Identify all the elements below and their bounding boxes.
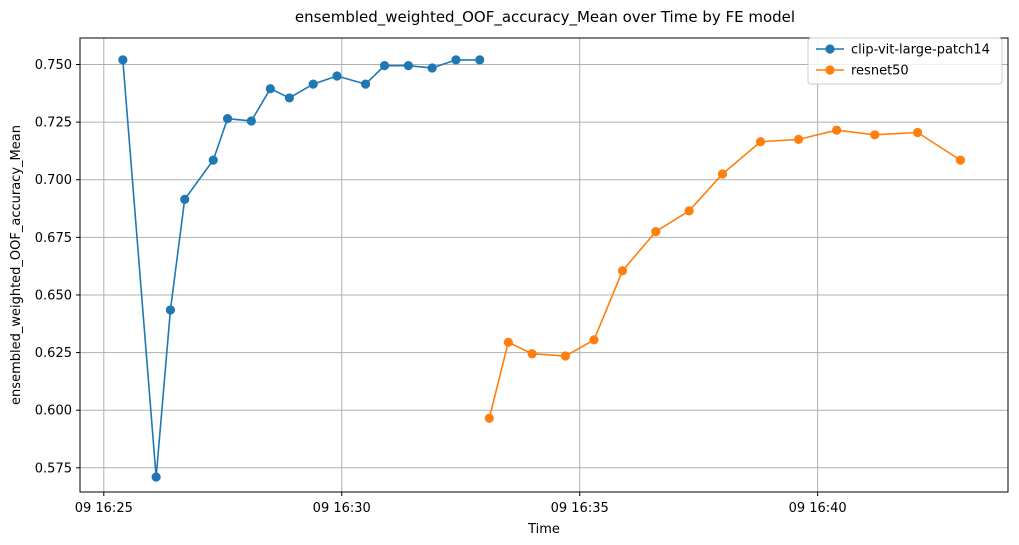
y-tick-label: 0.625: [35, 346, 72, 361]
data-point: [208, 155, 218, 165]
data-point: [955, 155, 966, 165]
data-point: [684, 206, 694, 216]
x-tick-label: 09 16:35: [551, 501, 609, 516]
legend-frame: [807, 37, 1003, 85]
data-point: [165, 305, 176, 315]
legend-marker: [825, 44, 835, 54]
x-axis-label: Time: [527, 522, 560, 537]
legend-label: resnet50: [851, 64, 909, 79]
data-point: [651, 226, 661, 237]
series-2: [484, 125, 966, 423]
legend-label: clip-vit-large-patch14: [851, 43, 990, 58]
y-tick-label: 0.700: [35, 173, 72, 188]
data-point: [527, 349, 537, 359]
data-point: [265, 84, 275, 94]
data-point: [560, 351, 571, 361]
data-point: [332, 71, 342, 81]
x-tick-label: 09 16:30: [313, 501, 371, 516]
chart-title: ensembled_weighted_OOF_accuracy_Mean ove…: [295, 8, 795, 27]
y-tick-label: 0.600: [35, 404, 72, 419]
data-point: [589, 335, 599, 345]
data-point: [484, 413, 494, 423]
y-tick-label: 0.725: [35, 116, 72, 131]
data-point: [451, 55, 461, 65]
data-point: [246, 116, 256, 126]
plot-area: [79, 37, 1009, 493]
data-point: [427, 63, 437, 73]
data-point: [180, 194, 190, 204]
legend-marker: [825, 65, 835, 75]
data-point: [912, 127, 923, 138]
data-point: [832, 125, 842, 135]
y-tick-label: 0.675: [35, 231, 72, 246]
y-axis: 0.575 0.600 0.625 0.650 0.675 0.700 0.725 0.750: [35, 58, 80, 476]
x-tick-label: 09 16:25: [75, 501, 133, 516]
data-point: [118, 55, 128, 65]
data-point: [870, 130, 880, 140]
legend: clip-vit-large-patch14 resnet50: [807, 37, 1003, 85]
grid: [80, 38, 1008, 492]
data-point: [794, 134, 804, 144]
data-point: [717, 169, 728, 179]
data-point: [151, 472, 161, 482]
y-tick-label: 0.650: [35, 288, 72, 303]
data-point: [617, 266, 628, 276]
axes-frame: [79, 37, 1009, 493]
x-tick-label: 09 16:40: [789, 501, 847, 516]
y-tick-label: 0.575: [35, 461, 72, 476]
data-point: [503, 337, 513, 347]
x-axis: 09 16:25 09 16:30 09 16:35 09 16:40: [75, 492, 847, 516]
y-tick-label: 0.750: [35, 58, 72, 73]
data-point: [403, 61, 413, 71]
series-layer: [118, 55, 966, 482]
data-point: [284, 93, 294, 103]
data-point: [475, 55, 485, 65]
y-axis-label: ensembled_weighted_OOF_accuracy_Mean: [9, 125, 24, 405]
data-point: [222, 114, 233, 124]
data-point: [308, 79, 318, 89]
series-1: [118, 55, 485, 482]
data-point: [379, 61, 390, 71]
data-point: [360, 79, 371, 89]
data-point: [755, 137, 766, 147]
